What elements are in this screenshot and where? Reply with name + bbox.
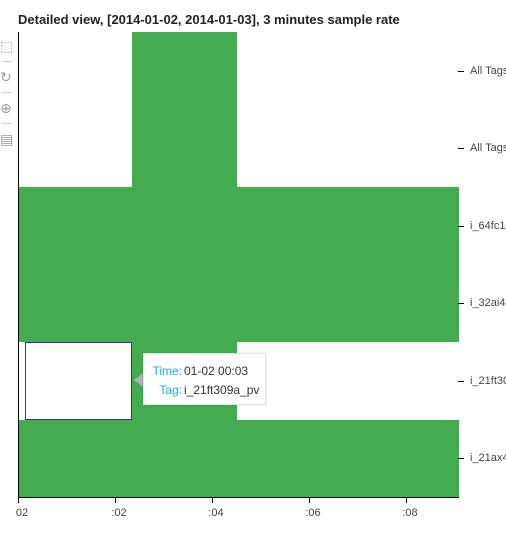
toolbar-separator (2, 61, 12, 62)
selected-cell-highlight (25, 342, 132, 420)
reset-icon[interactable]: ↻ (0, 69, 12, 85)
heatmap-cell[interactable] (132, 32, 237, 110)
tooltip-time-value: 01-02 00:03 (184, 364, 249, 378)
y-tick-label: i_32ai49 (470, 297, 506, 309)
x-tick (309, 497, 310, 503)
x-tick-label: :08 (402, 507, 418, 519)
tooltip-time-key: Time: (152, 364, 182, 378)
heatmap-cell[interactable] (237, 32, 459, 110)
x-tick (212, 497, 213, 503)
heatmap-cell[interactable] (237, 110, 459, 187)
tooltip-row-tag: Tag: i_21ft309a_pv (152, 381, 259, 400)
y-tick (458, 303, 464, 304)
heatmap-cell[interactable] (19, 265, 132, 342)
box-zoom-icon[interactable]: ⬚ (0, 38, 14, 54)
x-tick-label: :06 (305, 507, 321, 519)
x-tick (18, 497, 19, 503)
tooltip-tag-key: Tag: (159, 383, 182, 397)
y-tick-label: i_21ft30 (470, 375, 506, 387)
x-tick-label: :02 (111, 507, 127, 519)
chart-toolbar: ⬚ ↻ ⊕ ▤ (0, 36, 16, 156)
y-tick (458, 381, 464, 382)
y-tick (458, 71, 464, 72)
heatmap-cell[interactable] (19, 420, 132, 497)
heatmap-cell[interactable] (237, 420, 459, 497)
heatmap-cell[interactable] (132, 110, 237, 187)
crosshair-icon[interactable]: ⊕ (0, 100, 12, 116)
y-tick (458, 458, 464, 459)
toolbar-separator (2, 92, 12, 93)
y-tick (458, 226, 464, 227)
heatmap-cell[interactable] (132, 420, 237, 497)
heatmap-cell[interactable] (237, 265, 459, 342)
x-axis-line (18, 497, 459, 498)
heatmap-cell[interactable] (237, 187, 459, 265)
y-tick (458, 148, 464, 149)
y-tick-label: i_21ax4 (470, 452, 506, 464)
heatmap-cell[interactable] (237, 342, 459, 420)
heatmap-cell[interactable] (19, 187, 132, 265)
heatmap-cell[interactable] (132, 187, 237, 265)
heatmap-plot-area[interactable] (18, 32, 459, 497)
x-tick-label: :04 (208, 507, 224, 519)
tooltip-pointer (134, 373, 143, 387)
heatmap-cell[interactable] (19, 32, 132, 110)
toolbar-separator (2, 123, 12, 124)
x-tick (115, 497, 116, 503)
y-tick-label: All Tags (470, 65, 506, 77)
hover-tooltip: Time: 01-02 00:03 Tag: i_21ft309a_pv (143, 353, 266, 405)
tooltip-tag-value: i_21ft309a_pv (184, 383, 260, 397)
x-tick-label: 02 (15, 507, 29, 519)
x-tick (406, 497, 407, 503)
y-tick-label: All Tags (470, 142, 506, 154)
chart-title: Detailed view, [2014-01-02, 2014-01-03],… (18, 12, 400, 27)
heatmap-cell[interactable] (132, 265, 237, 342)
heatmap-cell[interactable] (19, 110, 132, 187)
hover-icon[interactable]: ▤ (0, 131, 14, 147)
y-tick-label: i_64fc1: (470, 220, 506, 232)
tooltip-row-time: Time: 01-02 00:03 (152, 362, 259, 381)
